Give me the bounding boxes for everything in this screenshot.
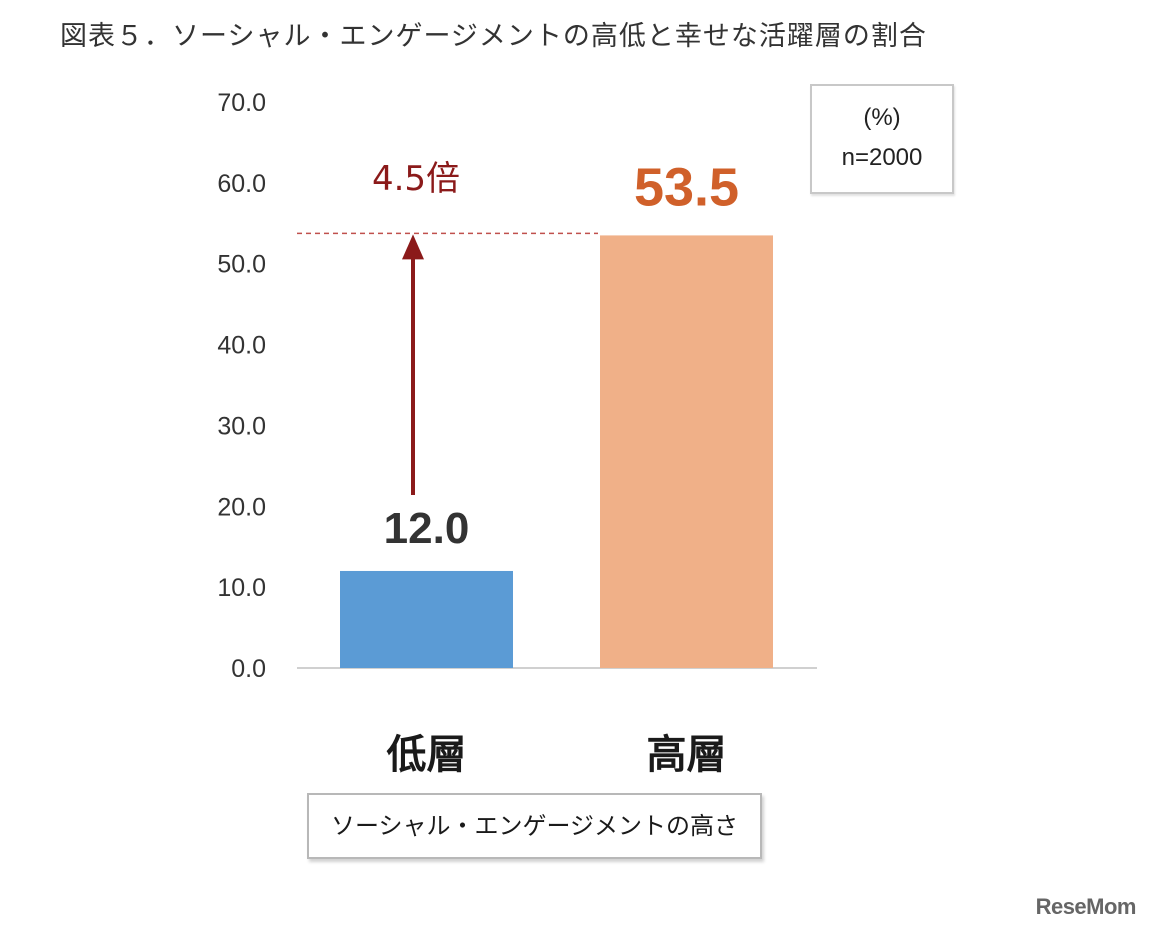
bars <box>340 235 773 668</box>
category-labels: 低層 高層 <box>387 732 727 778</box>
bar <box>600 235 773 668</box>
y-tick-label: 40.0 <box>217 332 266 360</box>
bar-value-label: 53.5 <box>634 157 739 217</box>
category-label: 低層 <box>387 732 467 778</box>
y-tick-label: 60.0 <box>217 170 266 198</box>
bar-value-labels: 12.0 53.5 <box>384 157 739 553</box>
chart-title: 図表５．ソーシャル・エンゲージメントの高低と幸せな活躍層の割合 <box>60 21 927 52</box>
ratio-annotation: 4.5倍 <box>297 159 598 495</box>
y-tick-label: 10.0 <box>217 574 266 602</box>
y-tick-label: 30.0 <box>217 412 266 440</box>
unit-label: (%) <box>863 104 901 131</box>
resemom-logo: ReseMom <box>1035 894 1137 919</box>
y-tick-label: 20.0 <box>217 493 266 521</box>
category-label: 高層 <box>647 732 727 778</box>
y-tick-label: 0.0 <box>231 655 266 683</box>
x-axis-title-box: ソーシャル・エンゲージメントの高さ <box>307 793 762 859</box>
y-tick-label: 70.0 <box>217 89 266 117</box>
sample-size-label: n=2000 <box>841 144 923 171</box>
bar-value-label: 12.0 <box>384 504 470 553</box>
unit-legend-box: (%) n=2000 <box>810 84 954 194</box>
y-axis-ticks: 0.0 10.0 20.0 30.0 40.0 50.0 60.0 70.0 <box>217 89 266 683</box>
y-tick-label: 50.0 <box>217 251 266 279</box>
increase-arrow-head <box>402 234 424 260</box>
bar <box>340 570 513 668</box>
ratio-annotation-label: 4.5倍 <box>372 159 460 199</box>
